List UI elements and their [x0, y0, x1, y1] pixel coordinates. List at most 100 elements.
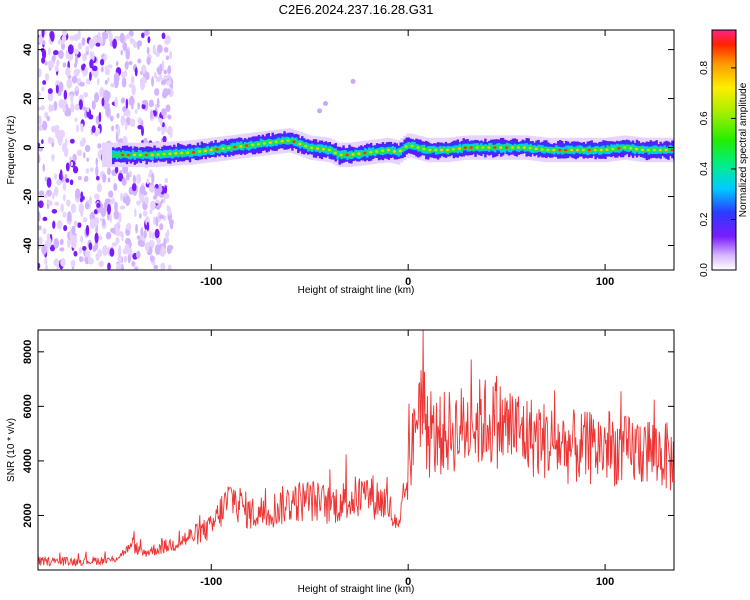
spectrogram-ridge — [436, 148, 440, 154]
spectrogram-speckle — [151, 172, 155, 184]
spectrogram-speckle — [46, 115, 50, 122]
spectrogram-ridge — [631, 145, 635, 151]
spectrogram-peak — [664, 148, 668, 152]
spectrogram-peak — [345, 153, 349, 157]
spectrogram-peak — [510, 146, 515, 149]
spectrogram-ridge — [342, 152, 345, 156]
spectrogram-speckle — [120, 97, 126, 104]
spectrogram-speckle — [97, 249, 102, 258]
spectrogram-ridge — [230, 145, 233, 150]
spectrogram-speckle — [58, 98, 65, 109]
spectrogram-speckle — [126, 172, 130, 181]
spectrogram-ridge — [171, 152, 174, 157]
spectrogram-ridge — [572, 147, 576, 152]
spectrogram-speckle — [132, 174, 136, 184]
spectrogram-ytick-label: 0 — [22, 144, 34, 150]
spectrogram-speckle — [137, 58, 142, 64]
chart-title: C2E6.2024.237.16.28.G31 — [279, 2, 434, 17]
spectrogram-peak — [605, 148, 609, 152]
spectrogram-peak — [505, 146, 509, 149]
spectrogram-ridge — [643, 148, 647, 153]
spectrogram-speckle — [144, 196, 149, 205]
spectrogram-speckle — [78, 99, 83, 110]
spectrogram-ridge — [413, 144, 416, 149]
spectrogram-speckle — [122, 41, 128, 52]
snr-panel: -100 0 100 2000 4000 6000 8000 Height of strai… — [6, 329, 675, 595]
spectrogram-speckle — [136, 173, 142, 184]
spectrogram-ridge — [495, 144, 499, 150]
spectrogram-speckle — [52, 192, 55, 200]
spectrogram-peak — [575, 148, 580, 152]
spectrogram-speckle — [60, 203, 65, 213]
spectrogram-speckle — [142, 210, 148, 217]
spectrogram-speckle — [38, 225, 42, 231]
spectrogram-ridge — [616, 146, 619, 152]
spectrogram-speckle — [46, 189, 52, 197]
spectrogram-ridge — [442, 147, 446, 152]
spectrogram-speckle — [134, 67, 138, 77]
spectrogram-frame — [37, 29, 675, 271]
spectrogram-speckle — [148, 100, 154, 108]
spectrogram-ridge — [507, 145, 511, 150]
spectrogram-speckle — [152, 195, 158, 200]
spectrogram-speckle — [70, 161, 74, 167]
spectrogram-peak — [351, 153, 355, 156]
spectrogram-peak — [398, 149, 402, 153]
spectrogram-speckle — [109, 213, 113, 224]
spectrogram-ridge — [568, 148, 572, 154]
spectrogram-peak — [268, 141, 272, 144]
spectrogram-ridge — [377, 148, 381, 154]
spectrogram-speckle — [38, 36, 43, 45]
spectrogram-ridge — [308, 146, 312, 151]
spectrogram-speckle — [167, 114, 172, 120]
spectrogram-peak — [434, 148, 438, 152]
spectrogram-peak — [292, 140, 296, 143]
spectrogram-speckle — [88, 114, 94, 120]
spectrogram-speckle — [93, 216, 99, 225]
spectrogram-ridge — [220, 146, 223, 151]
spectrogram-speckle — [52, 220, 56, 229]
spectrogram-speckle — [166, 204, 170, 212]
spectrogram-speckle — [84, 144, 91, 153]
spectrogram-speckle — [55, 84, 59, 94]
spectrogram-speckle — [54, 65, 59, 72]
spectrogram-peak — [239, 145, 243, 148]
spectrogram-ridge — [115, 152, 119, 157]
spectrogram-ridge — [330, 148, 333, 152]
spectrogram-speckle — [159, 63, 163, 75]
spectrogram-speckle — [105, 231, 112, 240]
spectrogram-speckle — [96, 182, 102, 193]
snr-xlabel: Height of straight line (km) — [298, 584, 415, 595]
spectrogram-speckle — [159, 223, 164, 231]
spectrogram-ridge — [178, 151, 182, 157]
spectrogram-speckle — [38, 211, 41, 222]
spectrogram-speckle — [156, 237, 161, 245]
spectrogram-speckle — [107, 177, 111, 183]
spectrogram-ridge — [241, 143, 245, 150]
spectrogram-peak — [162, 152, 166, 156]
spectrogram-peak — [327, 148, 332, 152]
snr-xtick-label: 100 — [596, 576, 614, 588]
spectrogram-ridge — [385, 148, 389, 154]
spectrogram-speckle — [135, 223, 138, 234]
spectrogram-peak — [475, 146, 479, 149]
spectrogram-peak — [168, 152, 172, 156]
spectrogram-ridge — [503, 146, 507, 151]
spectrogram-ridge — [306, 145, 310, 150]
spectrogram-speckle — [72, 153, 77, 162]
spectrogram-speckle — [59, 238, 64, 246]
spectrogram-ridge — [243, 142, 247, 148]
spectrogram-speckle — [49, 104, 55, 112]
spectrogram-speckle — [119, 205, 126, 210]
spectrogram-speckle — [103, 53, 107, 62]
spectrogram-speckle — [154, 49, 157, 55]
spectrogram-peak — [298, 142, 302, 146]
spectrogram-peak — [132, 153, 137, 157]
spectrogram-speckle — [134, 108, 138, 114]
spectrogram-speckle — [131, 104, 134, 110]
spectrogram-speckle — [85, 46, 90, 54]
spectrogram-speckle — [161, 108, 167, 116]
spectrogram-speckle — [75, 69, 81, 74]
spectrogram-speckle — [140, 226, 144, 237]
spectrogram-ridge — [472, 145, 475, 151]
